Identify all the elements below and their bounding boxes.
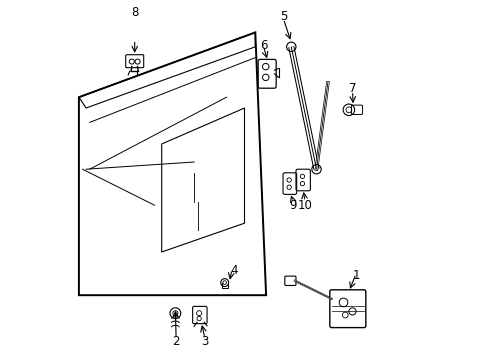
Text: 6: 6 xyxy=(260,39,267,51)
Text: 8: 8 xyxy=(131,6,138,19)
Text: 2: 2 xyxy=(172,335,180,348)
Text: 10: 10 xyxy=(297,199,312,212)
Text: 9: 9 xyxy=(289,199,296,212)
Text: 4: 4 xyxy=(229,264,237,277)
Text: 3: 3 xyxy=(201,335,208,348)
Text: 1: 1 xyxy=(352,269,359,282)
Text: 7: 7 xyxy=(348,82,356,95)
Text: 5: 5 xyxy=(279,10,286,23)
